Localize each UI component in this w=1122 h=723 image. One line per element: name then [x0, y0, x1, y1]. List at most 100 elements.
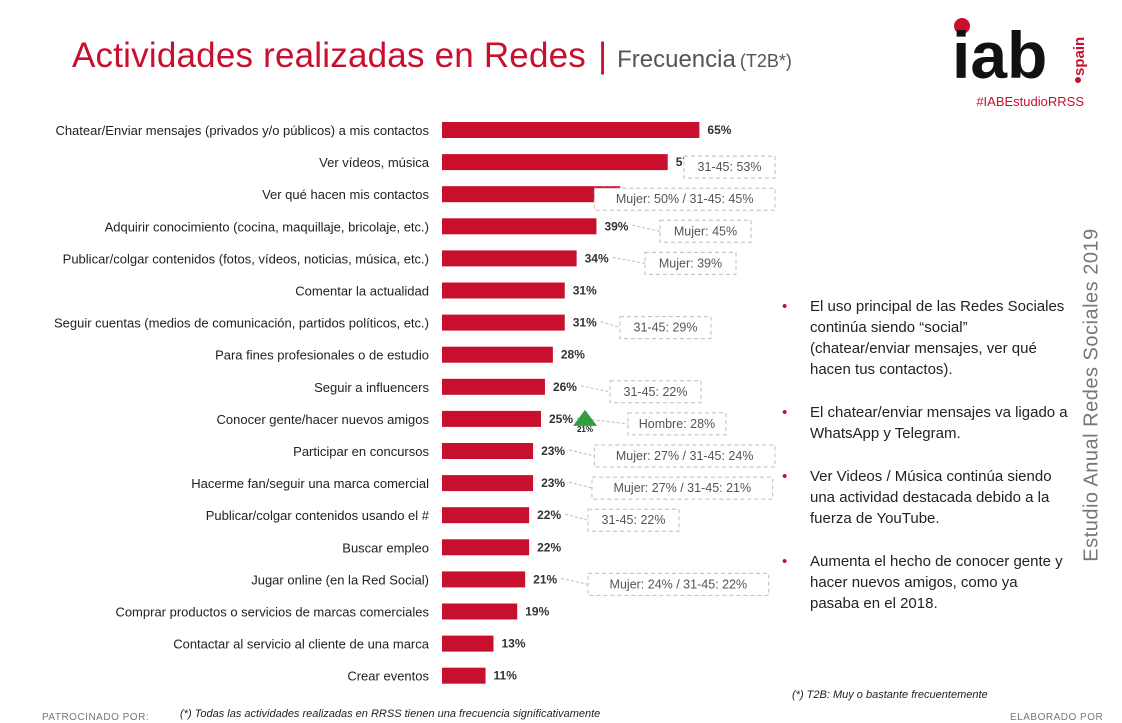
hashtag-label: #IABEstudioRRSS [976, 94, 1084, 109]
page-title: Actividades realizadas en Redes [72, 36, 586, 75]
bar [442, 218, 597, 235]
category-label: Seguir a influencers [314, 380, 429, 395]
insight-item: Ver Videos / Música continúa siendo una … [780, 466, 1070, 529]
annotation-box [619, 316, 712, 340]
data-label: 23% [541, 476, 565, 490]
insight-item: El uso principal de las Redes Sociales c… [780, 296, 1070, 380]
page-subtitle: Frecuencia [617, 46, 736, 73]
data-label: 25% [549, 412, 573, 426]
category-label: Ver qué hacen mis contactos [262, 187, 429, 202]
data-label: 22% [537, 540, 561, 554]
bar [442, 250, 577, 267]
annotation-box [593, 444, 776, 468]
data-label: 19% [525, 605, 549, 619]
category-label: Hacerme fan/seguir una marca comercial [191, 476, 429, 491]
annotation-connector [568, 449, 595, 457]
annotation-text: Mujer: 50% / 31-45: 45% [616, 192, 754, 206]
insight-item: El chatear/enviar mensajes va ligado a W… [780, 402, 1070, 444]
elaborated-label: ELABORADO POR [1010, 712, 1104, 723]
annotation-box [587, 508, 680, 532]
bar [442, 154, 668, 171]
category-label: Comprar productos o servicios de marcas … [115, 605, 429, 620]
data-label: 13% [501, 637, 525, 651]
bar [442, 571, 526, 588]
category-label: Participar en concursos [293, 444, 429, 459]
annotation-box [593, 187, 776, 211]
insight-item: Aumenta el hecho de conocer gente y hace… [780, 551, 1070, 614]
increase-triangle-icon [573, 409, 597, 426]
category-label: Buscar empleo [342, 540, 429, 555]
activities-footnote: (*) Todas las actividades realizadas en … [180, 708, 601, 720]
annotation-connector [600, 321, 621, 329]
bar [442, 603, 518, 620]
change-marker-label: 21% [577, 425, 593, 434]
annotation-connector [580, 385, 611, 393]
data-label: 21% [533, 572, 557, 586]
bar [442, 507, 530, 524]
annotation-text: 31-45: 22% [624, 385, 688, 399]
category-label: Para fines profesionales o de estudio [215, 348, 429, 363]
annotation-connector [561, 577, 589, 585]
annotation-box [591, 476, 774, 500]
bar [442, 635, 494, 652]
title-separator: | [598, 36, 608, 75]
annotation-box [644, 251, 737, 275]
annotation-box [587, 572, 770, 596]
category-label: Ver vídeos, música [319, 155, 430, 170]
data-label: 31% [573, 316, 597, 330]
data-label: 31% [573, 284, 597, 298]
bar [442, 378, 545, 395]
sponsor-label: PATROCINADO POR: [42, 712, 150, 723]
data-label: 26% [553, 380, 577, 394]
side-title-text: Estudio Anual Redes Sociales 2019 [1080, 228, 1103, 562]
annotation-text: 31-45: 29% [634, 321, 698, 335]
bar [442, 539, 530, 556]
svg-text:spain: spain [1071, 37, 1088, 76]
category-label: Conocer gente/hacer nuevos amigos [217, 412, 430, 427]
category-label: Publicar/colgar contenidos usando el # [206, 508, 430, 523]
annotation-text: Mujer: 24% / 31-45: 22% [610, 577, 748, 591]
annotation-text: 31-45: 22% [602, 513, 666, 527]
bar [442, 667, 486, 684]
data-label: 28% [561, 348, 585, 362]
data-label: 65% [707, 123, 731, 137]
annotation-text: Mujer: 27% / 31-45: 21% [614, 481, 752, 495]
category-label: Chatear/Enviar mensajes (privados y/o pú… [55, 123, 429, 138]
annotation-connector [564, 513, 589, 521]
category-label: Adquirir conocimiento (cocina, maquillaj… [105, 219, 429, 234]
page-title-row: Actividades realizadas en Redes | Frecuenc… [72, 36, 792, 76]
bar [442, 443, 534, 459]
data-label: 22% [537, 508, 561, 522]
svg-text:iab: iab [952, 18, 1047, 90]
category-label: Crear eventos [347, 669, 429, 684]
annotation-box [659, 219, 752, 243]
annotation-box [683, 155, 776, 179]
data-label: 23% [541, 444, 565, 458]
annotation-text: Mujer: 27% / 31-45: 24% [616, 449, 754, 463]
category-label: Seguir cuentas (medios de comunicación, … [54, 316, 429, 331]
bar [442, 475, 534, 492]
bar [442, 410, 541, 427]
bar [442, 314, 565, 331]
bar [442, 282, 565, 299]
annotation-box [609, 380, 702, 404]
data-label: 11% [494, 669, 518, 683]
annotation-connector [612, 256, 646, 264]
t2b-footnote: (*) T2B: Muy o bastante frecuentemente [792, 689, 988, 701]
category-label: Publicar/colgar contenidos (fotos, vídeo… [63, 251, 429, 266]
data-label: 34% [585, 251, 609, 265]
annotation-connector [632, 224, 661, 232]
data-label: 39% [604, 219, 628, 233]
annotation-text: Mujer: 39% [659, 256, 722, 270]
insights-list: El uso principal de las Redes Sociales c… [780, 296, 1070, 636]
annotation-box [627, 412, 727, 436]
bar [442, 346, 553, 363]
annotation-connector [576, 417, 629, 425]
iab-spain-logo: iab spain [952, 18, 1088, 90]
annotation-text: Hombre: 28% [639, 417, 715, 431]
category-label: Jugar online (en la Red Social) [251, 572, 429, 587]
activities-bar-chart: Chatear/Enviar mensajes (privados y/o pú… [54, 122, 776, 684]
category-label: Contactar al servicio al cliente de una … [173, 637, 430, 652]
annotation-text: Mujer: 45% [674, 224, 737, 238]
category-label: Comentar la actualidad [295, 284, 429, 299]
